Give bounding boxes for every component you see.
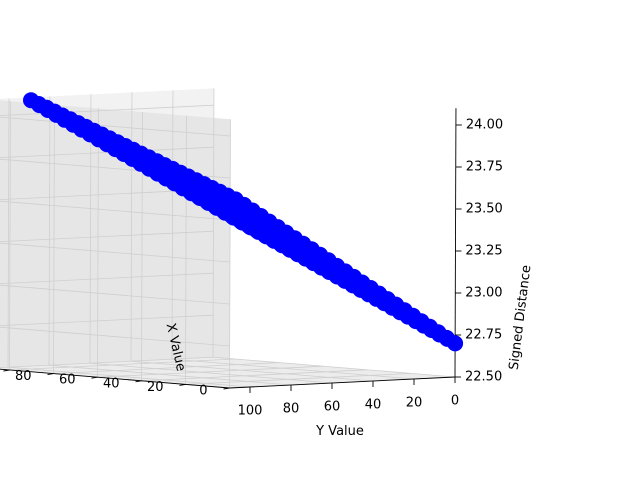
z-tick-label: 23.00 (465, 286, 502, 301)
grid-line-z (0, 326, 230, 347)
z-tick-label: 24.00 (466, 118, 503, 133)
y-tick-label: 0 (451, 394, 459, 409)
grid-line-z (0, 272, 214, 285)
grid-line-x (185, 115, 187, 385)
y-tick-label: 60 (324, 400, 341, 415)
z-tick-label: 22.75 (465, 328, 502, 343)
tick-labels: 02040608010002040608010022.5022.7523.002… (15, 118, 503, 419)
grid-line-z (0, 284, 230, 305)
x-tick-label: 40 (103, 376, 120, 391)
x-tick-mark (135, 380, 142, 383)
axis-lines (0, 108, 462, 393)
x-tick-label: 0 (199, 384, 207, 399)
grid-line-x (9, 358, 236, 371)
grid-line-z (0, 356, 214, 368)
grid-line-y (130, 360, 374, 382)
scatter-points (23, 92, 464, 352)
grid-line-y (171, 358, 415, 380)
grid-line-x (185, 373, 412, 385)
grid-line-z (0, 116, 231, 137)
grid-line-z (0, 146, 214, 159)
grid-line-z (0, 314, 214, 326)
z-tick-label: 23.50 (466, 202, 503, 217)
x-tick-label: 60 (59, 373, 76, 388)
z-axis-line (454, 108, 457, 378)
grid-line-y (171, 90, 174, 360)
grid-line-z (0, 230, 214, 243)
grid-line-y (48, 364, 292, 386)
grid-line-x (141, 369, 368, 382)
x-tick-mark (47, 373, 54, 376)
z-tick-label: 23.75 (466, 160, 503, 175)
y-tick-label: 40 (365, 398, 382, 413)
grid-line-x (97, 365, 324, 378)
grid-line-y (89, 362, 333, 384)
y-tick-label: 80 (283, 402, 300, 417)
grid-line-y (7, 366, 251, 388)
grid-line-z (0, 242, 230, 263)
z-axis-label: Signed Distance (507, 264, 535, 371)
grid-line-x (53, 362, 280, 374)
y-axis-line (229, 376, 456, 389)
grid-line-z (0, 104, 214, 117)
x-axis-line (0, 368, 230, 389)
x-tick-mark (223, 387, 230, 390)
grid-line-y (7, 98, 10, 368)
grid-line-y (212, 88, 215, 358)
grid-line-x (229, 119, 231, 389)
grid-line-z (0, 200, 231, 221)
data-point (23, 92, 39, 109)
x-tick-label: 80 (15, 369, 32, 384)
y-tick-label: 100 (238, 404, 263, 419)
x-tick-label: 20 (147, 380, 164, 395)
x-tick-mark (179, 383, 186, 386)
grid-line-y (130, 92, 133, 362)
grid-line-y (48, 96, 51, 366)
z-tick-label: 22.50 (465, 370, 502, 385)
z-tick-label: 23.25 (465, 244, 502, 259)
x-tick-mark (91, 376, 98, 379)
x-tick-mark (3, 369, 10, 372)
y-axis-label: Y Value (315, 424, 364, 439)
y-tick-label: 20 (406, 396, 423, 411)
grid-line-y (212, 356, 456, 378)
